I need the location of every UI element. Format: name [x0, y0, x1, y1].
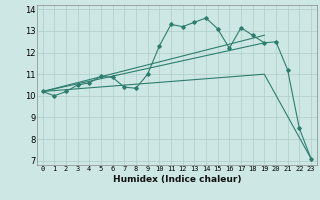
X-axis label: Humidex (Indice chaleur): Humidex (Indice chaleur)	[113, 175, 241, 184]
